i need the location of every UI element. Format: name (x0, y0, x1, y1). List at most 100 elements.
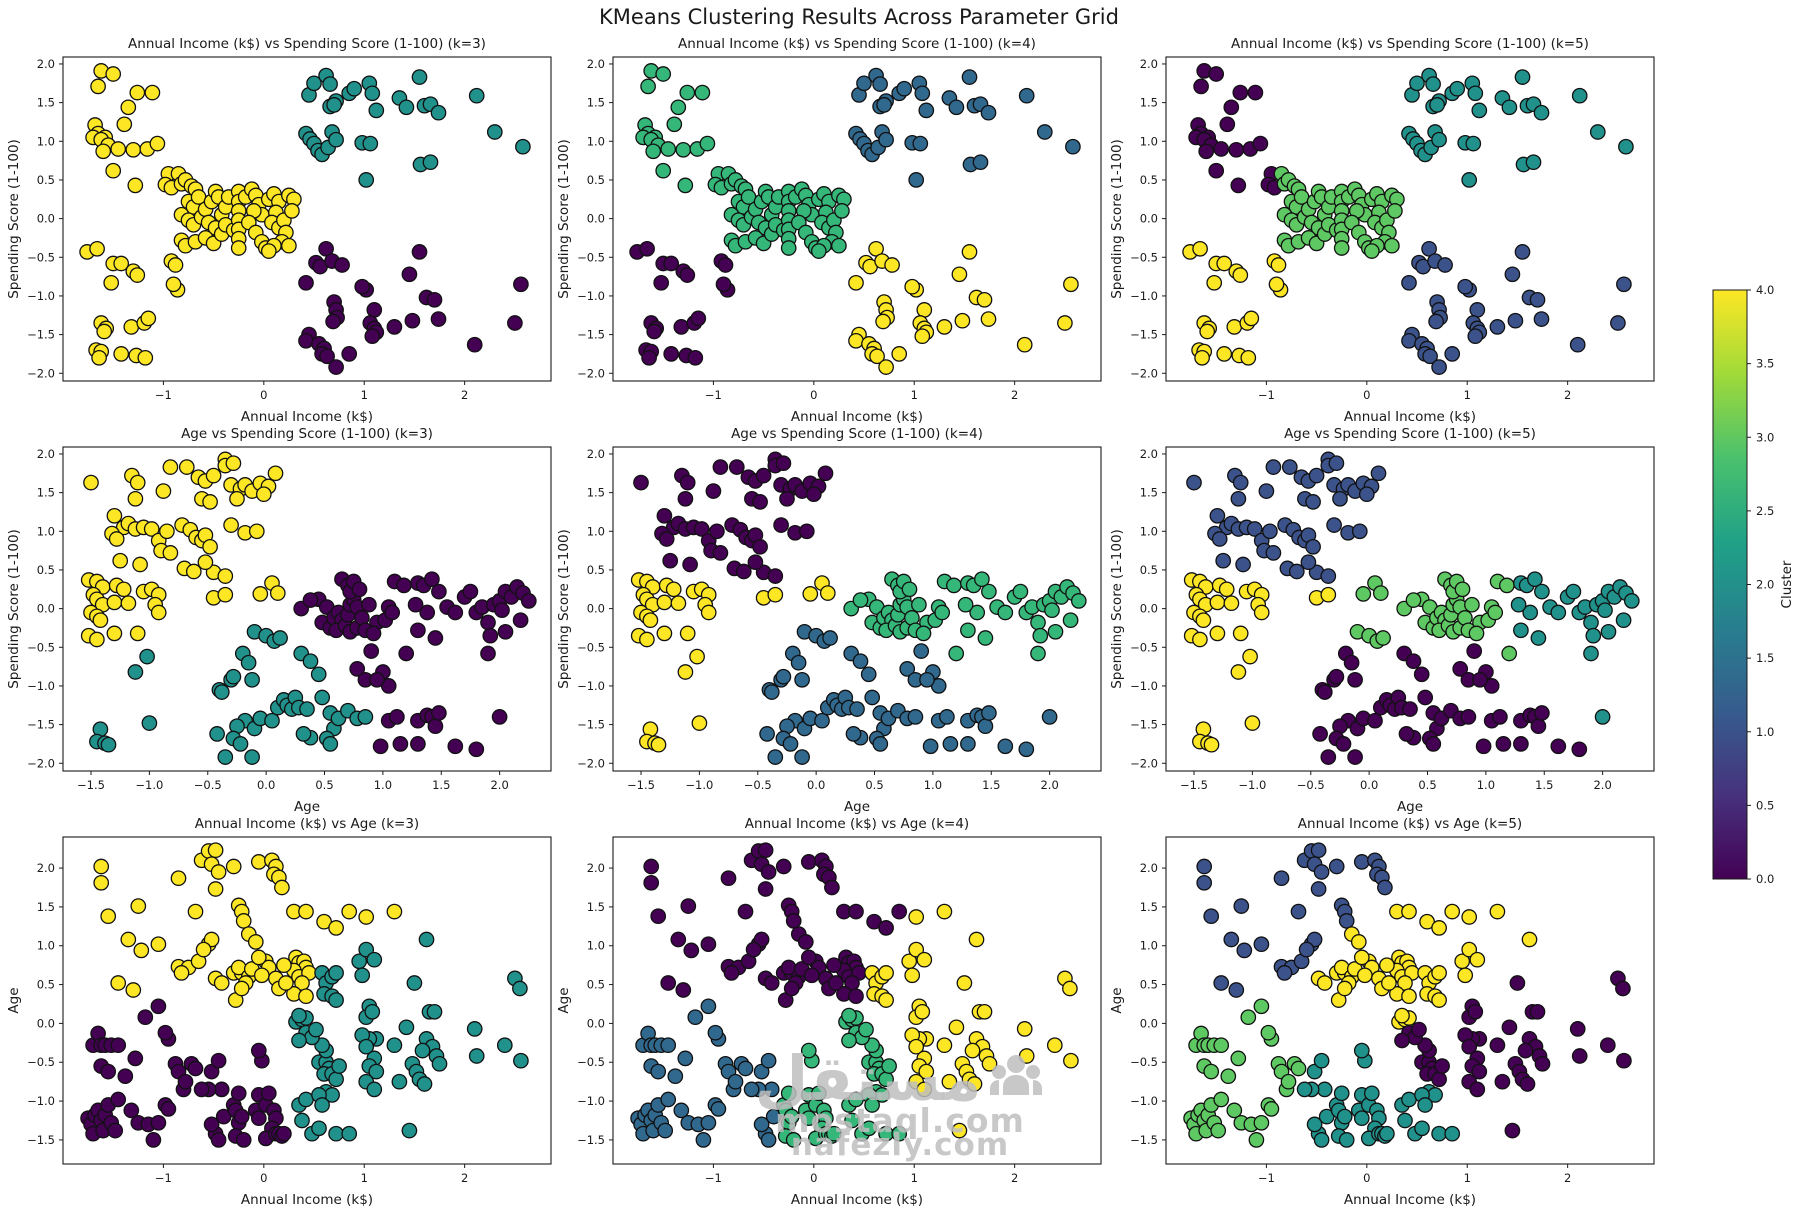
plot-text: 2.0 (1140, 57, 1158, 71)
plot-text: 0.5 (1140, 173, 1158, 187)
plot-text: −1.5 (27, 718, 55, 732)
plot-text: 2.0 (37, 447, 55, 461)
plot-text: 1.5 (1535, 778, 1553, 792)
cluster-points (630, 842, 1079, 1148)
plot-text: −1.5 (27, 328, 55, 342)
plot-text: 1.5 (1140, 96, 1158, 110)
plot-text: 1.0 (924, 778, 942, 792)
plot-text: Spending Score (1-100) (6, 529, 22, 689)
colorbar: 0.0 0.5 1.0 1.5 2.0 2.5 3.0 3.5 4.0 Cluster (1712, 283, 1795, 886)
plot-text: 1.0 (37, 134, 55, 148)
plot-text: 1.5 (37, 900, 55, 914)
plot-text: 2 (1011, 1171, 1018, 1185)
plot-text: −1.0 (1238, 778, 1266, 792)
plot-text: 0.0 (1360, 778, 1378, 792)
plot-text: Annual Income (k$) (241, 1192, 373, 1208)
plot-text: −1.0 (1130, 289, 1158, 303)
plot-text: 2 (1564, 1171, 1571, 1185)
plot-text: 1 (911, 388, 918, 402)
plot-text: 1.0 (1477, 778, 1495, 792)
subplot-income_vs_spending-k4: Annual Income (k$) vs Spending Score (1-… (556, 36, 1102, 425)
plot-text: 1.0 (37, 524, 55, 538)
plot-text: Spending Score (1-100) (556, 529, 572, 689)
plot-text: 0.0 (1140, 212, 1158, 226)
plot-text: 1.5 (982, 778, 1000, 792)
plot-text: 0 (1363, 1171, 1370, 1185)
plot-text: 1.5 (1140, 486, 1158, 500)
plot-text: Age (6, 987, 22, 1013)
plot-text: 1.0 (1756, 725, 1774, 739)
plot-text: 1.5 (587, 96, 605, 110)
plot-text: −1.0 (1130, 679, 1158, 693)
subplot-income_vs_spending-k5: Annual Income (k$) vs Spending Score (1-… (1109, 36, 1655, 425)
plot-text: −2.0 (1130, 366, 1158, 380)
plot-text: 2.0 (587, 57, 605, 71)
plot-text: 3.0 (1756, 430, 1774, 444)
plot-text: 0.5 (37, 563, 55, 577)
plot-text: Age (294, 799, 320, 815)
plot-text: −2.0 (1130, 756, 1158, 770)
plot-text: 1 (1464, 1171, 1471, 1185)
plot-text: −1.5 (1130, 1133, 1158, 1147)
subplot-income_vs_spending-k3: Annual Income (k$) vs Spending Score (1-… (6, 36, 552, 425)
subplot-age_vs_spending-k5: Age vs Spending Score (1-100) (k=5) −1.5 −… (1109, 426, 1655, 815)
plot-text: −0.5 (1130, 1055, 1158, 1069)
plot-text: Spending Score (1-100) (6, 139, 22, 299)
plot-text: Annual Income (k$) vs Spending Score (1-… (1231, 36, 1589, 52)
plot-text: Spending Score (1-100) (1109, 529, 1125, 689)
plot-text: −1.5 (1180, 778, 1208, 792)
plot-text: −1.5 (1130, 328, 1158, 342)
plot-text: −0.5 (577, 640, 605, 654)
plot-text: 1.0 (587, 524, 605, 538)
plot-text: −1 (1258, 1171, 1275, 1185)
plot-text: 2.5 (1756, 504, 1774, 518)
plot-text: 2.0 (1040, 778, 1058, 792)
plot-text: −1 (1258, 388, 1275, 402)
cluster-points (630, 451, 1087, 765)
subplot-age_vs_spending-k3: Age vs Spending Score (1-100) (k=3) −1.5 −… (6, 426, 552, 815)
plot-text: −1.0 (577, 679, 605, 693)
plot-text: 0.0 (1140, 1016, 1158, 1030)
plot-text: −0.5 (1130, 640, 1158, 654)
colorbar-gradient (1712, 289, 1748, 880)
plot-text: Age (1109, 987, 1125, 1013)
plot-text: −1.0 (685, 778, 713, 792)
plot-text: Annual Income (k$) vs Age (k=4) (745, 816, 969, 832)
plot-text: −1.0 (577, 289, 605, 303)
plot-text: 0.0 (257, 778, 275, 792)
plot-text: −1.5 (27, 1133, 55, 1147)
plot-text: −2.0 (577, 756, 605, 770)
plot-text: 0.5 (315, 778, 333, 792)
plot-text: −1.0 (1130, 1094, 1158, 1108)
plot-text: 2.0 (37, 57, 55, 71)
plot-text: 2 (1564, 388, 1571, 402)
plot-text: Age (556, 987, 572, 1013)
plot-text: 0.5 (1756, 798, 1774, 812)
plot-text: −0.5 (194, 778, 222, 792)
plot-text: −1.0 (577, 1094, 605, 1108)
plot-text: −1.5 (577, 1133, 605, 1147)
subplot-income_vs_age-k5: Annual Income (k$) vs Age (k=5) −1 0 1 2 2.0 1… (1109, 816, 1655, 1208)
plot-text: 1.0 (1140, 524, 1158, 538)
plot-text: Annual Income (k$) (241, 409, 373, 425)
plot-text: 1.0 (1140, 134, 1158, 148)
plot-text: Annual Income (k$) (1344, 409, 1476, 425)
plot-text: 2 (461, 1171, 468, 1185)
plot-text: Annual Income (k$) (791, 1192, 923, 1208)
plot-text: Spending Score (1-100) (556, 139, 572, 299)
plot-text: −0.5 (27, 1055, 55, 1069)
plot-text: 0 (810, 1171, 817, 1185)
plot-text: −0.5 (1297, 778, 1325, 792)
cluster-points (79, 63, 531, 375)
plot-text: −1.0 (27, 1094, 55, 1108)
plot-text: 4.0 (1756, 283, 1774, 297)
plot-text: 1 (911, 1171, 918, 1185)
plot-text: 0.5 (865, 778, 883, 792)
plot-text: 1.0 (587, 134, 605, 148)
plot-text: −2.0 (27, 756, 55, 770)
cluster-points (80, 451, 537, 765)
plot-text: −1.5 (577, 328, 605, 342)
plot-text: 0.5 (587, 978, 605, 992)
subplot-income_vs_age-k3: Annual Income (k$) vs Age (k=3) −1 0 1 2 2.0 1… (6, 816, 552, 1208)
plot-text: 1 (361, 388, 368, 402)
